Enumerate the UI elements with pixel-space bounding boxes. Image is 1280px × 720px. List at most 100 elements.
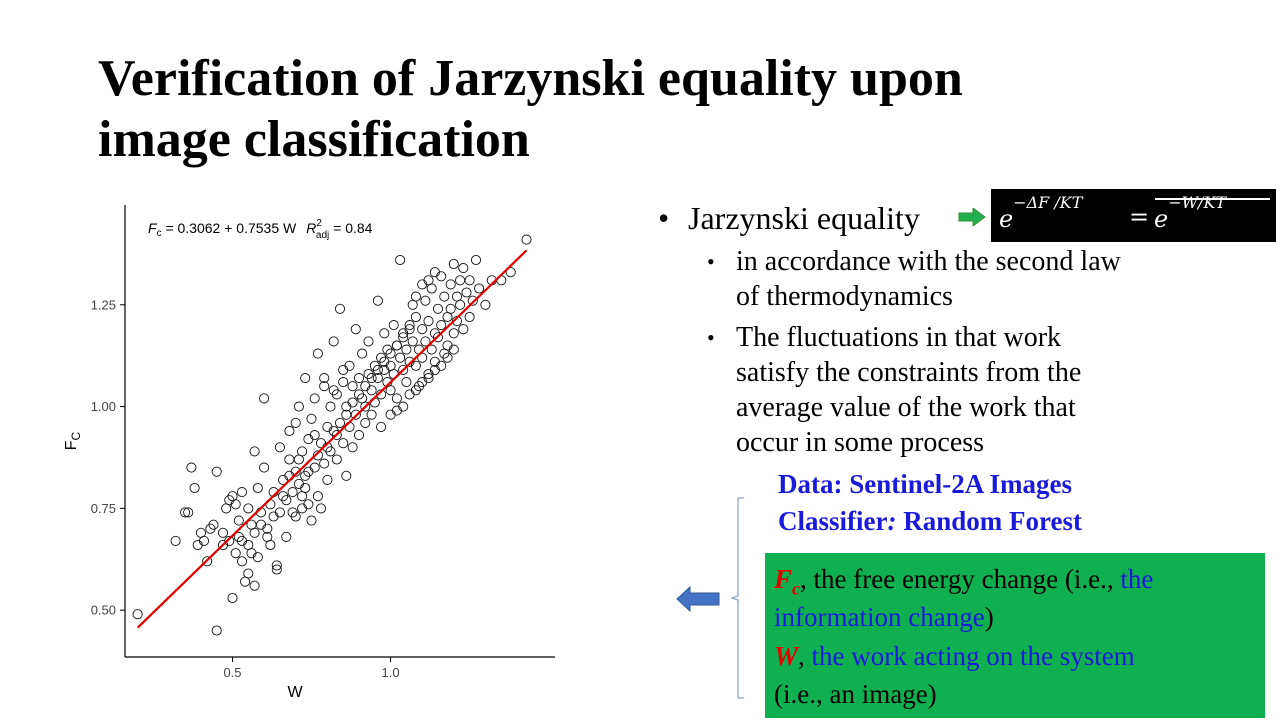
data-point	[312, 348, 323, 359]
data-point	[325, 401, 336, 412]
data-point	[271, 560, 282, 571]
data-point	[211, 466, 222, 477]
data-point	[249, 580, 260, 591]
data-point	[372, 373, 383, 384]
data-point	[417, 324, 428, 335]
data-point	[259, 462, 270, 473]
data-point	[461, 287, 472, 298]
formula-lhs: e−ΔF /KT	[999, 193, 1082, 233]
data-point	[376, 352, 387, 363]
data-point	[312, 491, 323, 502]
data-point	[388, 320, 399, 331]
data-point	[309, 393, 320, 404]
w-text: ,	[798, 641, 812, 671]
data-point	[284, 425, 295, 437]
data-point	[410, 360, 421, 371]
data-point	[436, 271, 447, 282]
data-point	[442, 340, 453, 351]
data-point	[338, 438, 349, 449]
data-point	[372, 295, 383, 306]
sub2-line: satisfy the constraints from the	[736, 357, 1082, 388]
data-point	[227, 592, 238, 604]
data-info: Data: Sentinel-2A Images Classifier: Ran…	[778, 466, 1082, 540]
data-point	[360, 417, 371, 428]
y-tick-label: 1.00	[91, 399, 116, 414]
data-point	[236, 556, 248, 567]
data-point	[357, 348, 368, 359]
data-point	[300, 482, 311, 494]
data-point	[455, 275, 466, 286]
formula-rhs-base: e	[1154, 205, 1169, 233]
data-point	[505, 267, 516, 278]
formula-lhs-exp: −ΔF /KT	[1013, 193, 1083, 212]
data-point	[401, 344, 412, 355]
eq-fc: F	[148, 220, 158, 236]
data-line: Data: Sentinel-2A Images	[778, 469, 1072, 499]
data-point	[467, 295, 478, 306]
data-point	[303, 466, 314, 477]
data-point	[338, 364, 349, 375]
formula-overline	[1155, 198, 1270, 200]
data-point	[360, 381, 371, 392]
scatter-points	[132, 234, 532, 636]
data-point	[243, 568, 254, 579]
data-point	[404, 324, 415, 335]
y-label-main: F	[63, 440, 80, 450]
w-definition-cont: (i.e., an image)	[774, 679, 937, 709]
scatter-chart: 0.5 1.00.500.751.001.25 W FC Fc = 0.3062 …	[63, 205, 555, 701]
data-point	[442, 352, 453, 363]
data-point	[420, 295, 431, 306]
y-tick-label: 1.25	[91, 297, 116, 312]
data-point	[297, 503, 308, 514]
data-point	[278, 491, 289, 502]
data-point	[353, 430, 365, 441]
data-point	[334, 417, 346, 428]
data-point	[334, 303, 346, 314]
eq-r: R	[306, 220, 316, 236]
data-point	[319, 373, 330, 384]
y-tick-label: 0.75	[91, 501, 116, 516]
bullet-dot: •	[658, 200, 670, 236]
data-point	[426, 344, 437, 355]
data-point	[401, 377, 412, 388]
eq-body: = 0.3062 + 0.7535 W	[162, 220, 297, 236]
data-point	[186, 462, 197, 473]
data-point	[423, 316, 434, 327]
data-point	[445, 303, 456, 314]
data-point	[322, 421, 333, 432]
data-point	[300, 373, 311, 384]
data-point	[353, 389, 365, 400]
data-point	[455, 299, 466, 310]
data-point	[404, 320, 415, 331]
data-point	[287, 487, 298, 498]
data-point	[410, 311, 421, 323]
data-point	[268, 511, 279, 522]
data-point	[521, 234, 532, 245]
data-point	[249, 446, 260, 457]
data-point	[297, 446, 308, 457]
data-point	[309, 462, 320, 473]
data-point	[382, 344, 393, 355]
data-point	[347, 397, 358, 408]
data-point	[236, 535, 248, 546]
axis-ticks: 0.5 1.0 0.50 0.75 1.00 1.25	[91, 297, 400, 680]
data-point	[328, 336, 339, 347]
data-point	[448, 328, 459, 339]
fc-text-close: )	[984, 602, 994, 632]
data-point	[436, 320, 447, 331]
sub2-line: occur in some process	[736, 427, 985, 458]
sub2-line: average value of the work that	[736, 392, 1076, 423]
left-bracket	[730, 497, 744, 699]
data-point	[376, 421, 387, 432]
data-point	[404, 389, 415, 400]
data-point	[398, 401, 409, 412]
data-point	[331, 389, 342, 400]
data-point	[366, 409, 377, 420]
data-point	[183, 507, 194, 518]
regression-equation: Fc = 0.3062 + 0.7535 W R2 adj = 0.84	[148, 218, 373, 241]
data-point	[243, 539, 254, 551]
data-point	[217, 527, 229, 538]
data-point	[366, 385, 377, 396]
data-point	[170, 535, 181, 546]
data-point	[211, 625, 222, 636]
